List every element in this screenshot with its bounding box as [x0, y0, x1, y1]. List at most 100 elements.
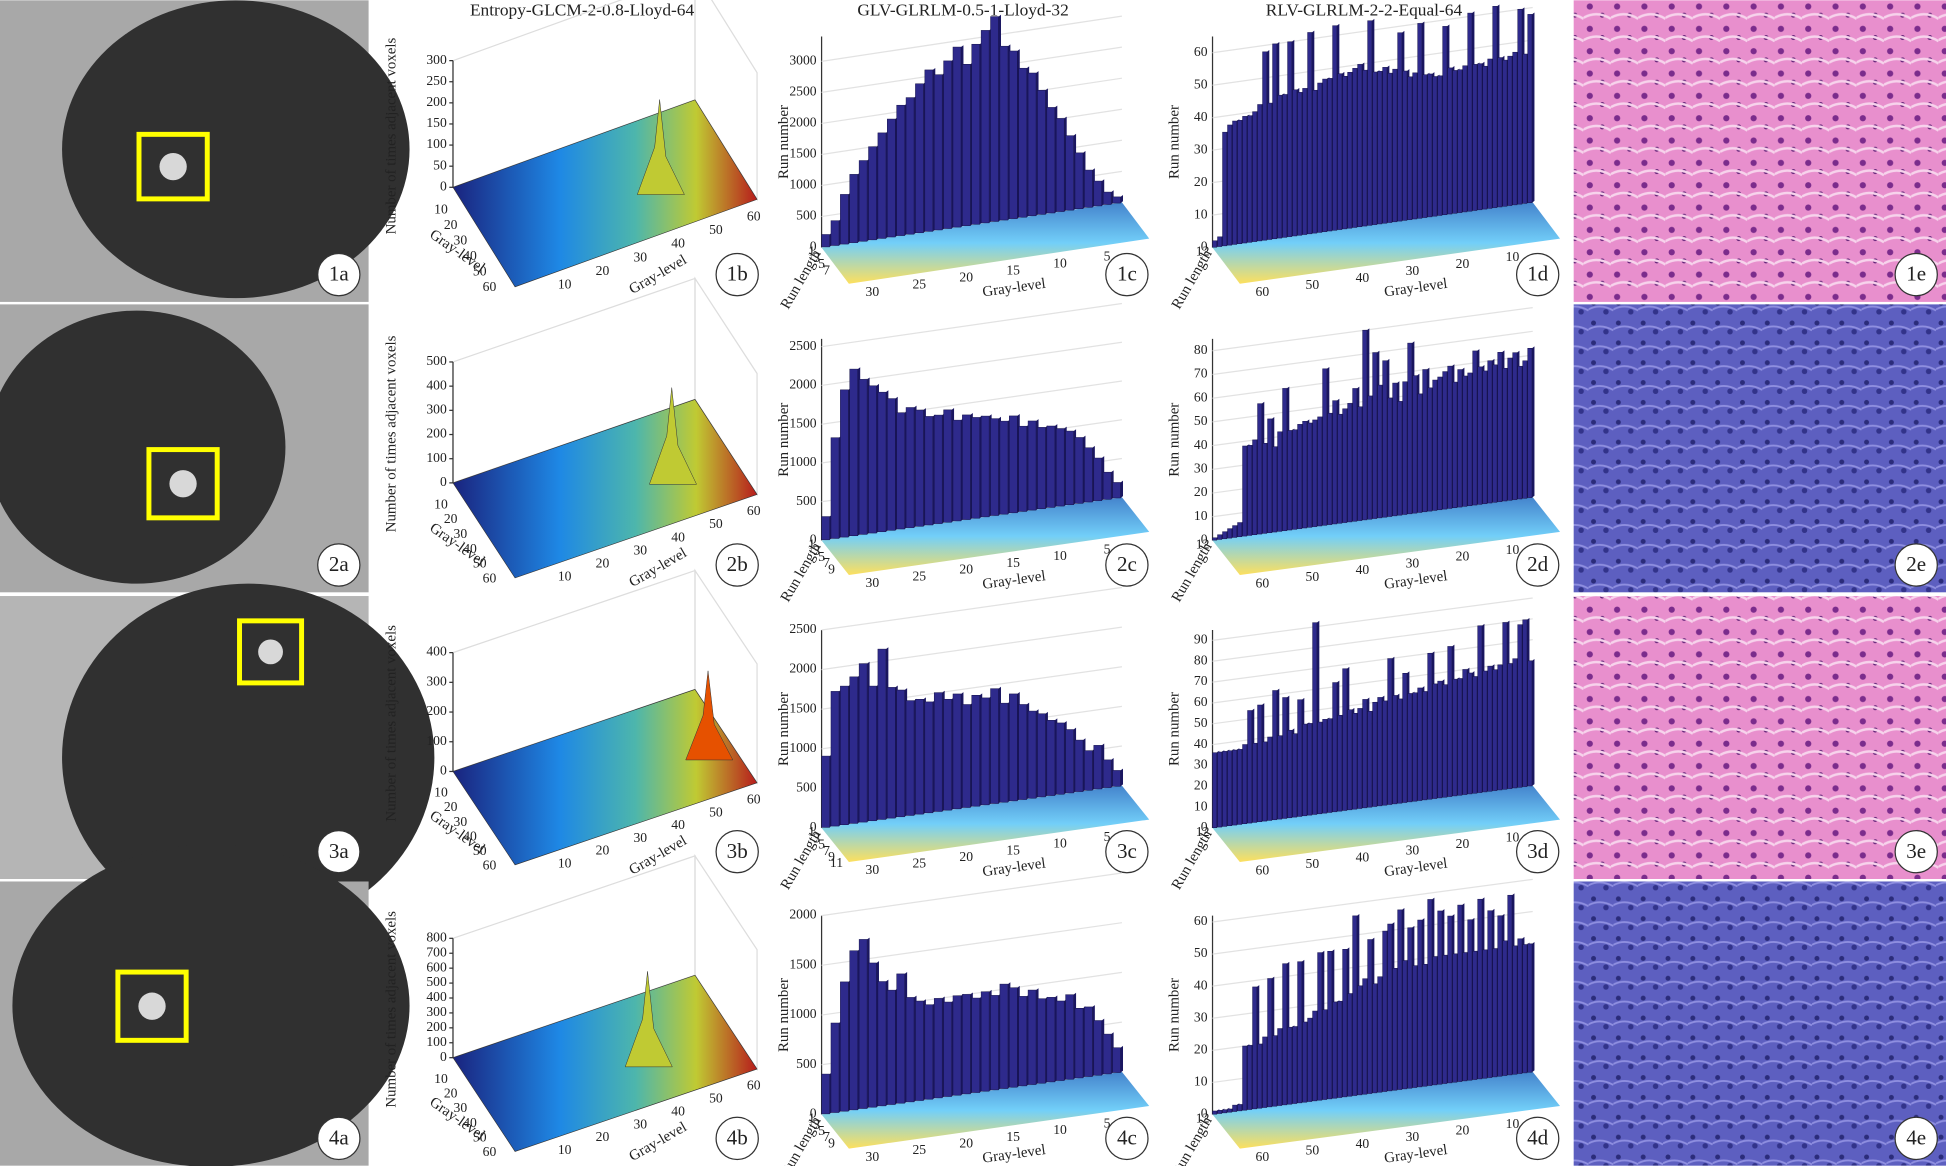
y-tick-label: 90: [1194, 632, 1208, 647]
bar: [1462, 65, 1468, 213]
z-tick-label: 500: [426, 353, 447, 368]
bar: [1382, 930, 1388, 1092]
bar: [1467, 672, 1473, 795]
bar: [1267, 418, 1273, 533]
roi-box: [146, 447, 220, 521]
x-tick-label: 25: [912, 568, 926, 583]
bar: [1357, 708, 1363, 809]
run-length-tick-label: 5: [818, 256, 825, 271]
bar: [849, 950, 858, 1111]
x-tick-label: 60: [1256, 576, 1270, 591]
bar: [1497, 57, 1503, 208]
bar: [1492, 364, 1498, 503]
bar: [830, 437, 840, 539]
bar: [1287, 729, 1293, 819]
x-tick-label: 5: [1104, 1116, 1111, 1131]
bar: [896, 973, 905, 1104]
bar: [1252, 986, 1258, 1110]
panel-label-circle: [1894, 829, 1938, 874]
bar: [905, 407, 915, 528]
bar: [1302, 1021, 1308, 1103]
bar: [1317, 82, 1323, 233]
bar: [1487, 910, 1493, 1078]
bar: [1522, 360, 1528, 499]
bar: [952, 46, 962, 228]
bar: [1397, 401, 1403, 516]
bar: [952, 419, 962, 522]
bar: [1322, 368, 1328, 526]
bar: [1327, 951, 1333, 1100]
bar: [1407, 927, 1413, 1089]
bar: [1397, 909, 1403, 1090]
y-tick-label: 30: [633, 542, 647, 557]
y-tick-label: 50: [1194, 715, 1208, 730]
y-tick-label: 40: [671, 1103, 685, 1118]
bar: [1377, 976, 1383, 1093]
bar: [1372, 352, 1378, 519]
y-tick-label: 50: [1194, 76, 1208, 91]
bar: [1432, 956, 1438, 1086]
panel-label: 4c: [1117, 1125, 1137, 1149]
panel-label: 1d: [1527, 262, 1549, 286]
y-tick-label: 1500: [789, 146, 816, 161]
z-tick-label: 300: [426, 401, 447, 416]
y-tick-label: 0: [810, 532, 817, 547]
bar: [1447, 365, 1453, 509]
run-length-floor: [1212, 785, 1561, 863]
panel-label: 3a: [329, 839, 350, 863]
y-tick-label: 80: [1194, 342, 1208, 357]
panel-label: 3b: [727, 839, 748, 863]
z-tick-label: 100: [426, 450, 447, 465]
x-tick-label: 60: [483, 1144, 497, 1159]
bar: [924, 701, 934, 814]
x-tick-label: 10: [1053, 256, 1067, 271]
bar: [821, 234, 830, 248]
bar: [1382, 67, 1388, 224]
bar: [999, 45, 1009, 221]
bar: [1442, 371, 1448, 510]
bar: [1257, 104, 1263, 242]
bar: [1412, 72, 1418, 220]
panel-label-circle: [1894, 1116, 1938, 1161]
panel-label-circle: [317, 543, 361, 587]
surface-peak: [624, 971, 673, 1068]
bar: [1492, 6, 1498, 208]
column-title: RLV-GLRLM-2-2-Equal-64: [1266, 0, 1463, 19]
y-tick-label: 30: [1194, 1009, 1208, 1024]
bar: [1367, 20, 1373, 226]
bar: [1317, 416, 1323, 527]
z-axis-label: Number of times adjacent voxels: [384, 38, 400, 235]
y-tick-label: 500: [796, 208, 817, 223]
bar: [1232, 1104, 1238, 1112]
bar: [915, 1000, 924, 1101]
bar: [1046, 107, 1056, 214]
x-tick-label: 30: [866, 1149, 880, 1164]
bar: [821, 1073, 830, 1115]
roi-box: [115, 969, 189, 1043]
bar: [1292, 429, 1298, 530]
x-tick-label: 30: [1406, 1129, 1420, 1144]
bar: [830, 691, 840, 827]
bar: [1018, 996, 1027, 1087]
bar: [1297, 424, 1303, 529]
x-tick-label: 60: [1256, 863, 1270, 878]
x-tick-label: 30: [454, 233, 468, 248]
bar: [1497, 915, 1503, 1077]
bar: [1009, 50, 1018, 219]
bar: [1517, 938, 1523, 1074]
bar: [1342, 949, 1348, 1098]
y-axis-label: Run number: [1167, 978, 1183, 1052]
bar: [1252, 111, 1258, 242]
histology-image: [1573, 881, 1946, 1166]
x-tick-label: 30: [454, 526, 468, 541]
bar: [1046, 425, 1056, 508]
bar: [1093, 180, 1102, 207]
bar: [1093, 745, 1102, 790]
y-tick-label: 20: [1194, 174, 1208, 189]
z-tick-label: 200: [426, 1019, 447, 1034]
bar: [1222, 131, 1228, 247]
lung: [0, 310, 286, 584]
run-length-floor: [1212, 497, 1561, 576]
bar: [1382, 700, 1388, 806]
